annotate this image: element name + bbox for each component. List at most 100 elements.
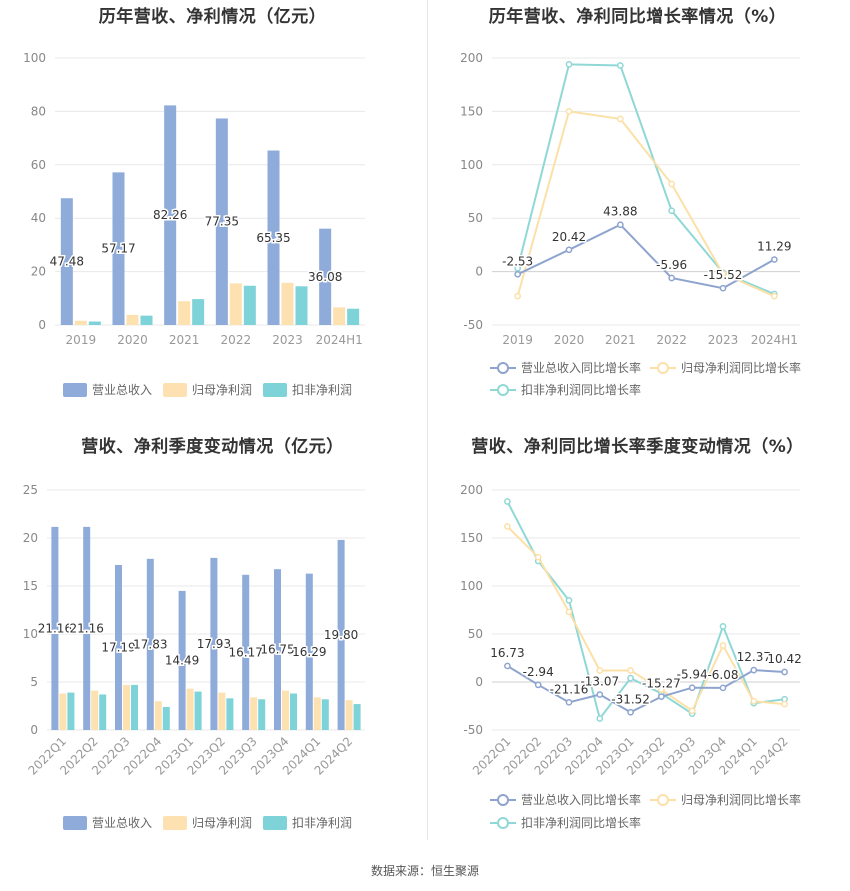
bar [99, 694, 107, 730]
legend-swatch [497, 794, 509, 806]
data-point [596, 715, 604, 722]
bar [305, 573, 313, 730]
data-point [750, 666, 758, 674]
bar [51, 526, 59, 730]
data-label: 12.37 [737, 650, 771, 664]
bar [267, 150, 280, 325]
data-label: -6.08 [707, 668, 738, 682]
legend-swatch [497, 362, 509, 374]
bar [353, 704, 361, 730]
data-point [514, 270, 522, 278]
data-point [565, 597, 573, 604]
bar [140, 315, 153, 325]
data-label: 65.35 [256, 231, 290, 245]
chart-title: 营收、净利同比增长率季度变动情况（%） [471, 437, 804, 457]
x-tick-label: 2023 [272, 333, 303, 347]
data-label: 82.26 [153, 208, 187, 222]
bar [112, 172, 125, 325]
y-tick-label: 100 [460, 158, 483, 172]
data-label: 16.75 [260, 643, 294, 657]
y-tick-label: 80 [31, 104, 46, 118]
data-label: 43.88 [603, 205, 637, 219]
y-tick-label: 150 [460, 531, 483, 545]
data-label: -5.94 [677, 668, 708, 682]
y-tick-label: 40 [31, 211, 46, 225]
data-point [770, 292, 778, 300]
quarterly-growth-panel: 营收、净利同比增长率季度变动情况（%） -50 0 50 100 150 200 16.73… [425, 430, 850, 860]
data-label: 11.29 [757, 240, 791, 254]
chart-title: 历年营收、净利同比增长率情况（%） [488, 7, 787, 27]
bar [229, 283, 242, 325]
data-label: 17.93 [197, 637, 231, 651]
y-tick-label: 0 [38, 318, 46, 332]
data-label: 17.19 [101, 640, 135, 654]
x-tick-label: 2020 [117, 333, 148, 347]
bar [192, 299, 205, 325]
bar [60, 198, 73, 325]
data-point [565, 246, 573, 254]
data-label: 57.17 [101, 242, 135, 256]
y-tick-label: 50 [468, 627, 483, 641]
data-source-note: 数据来源：恒生聚源 [370, 864, 479, 878]
data-label: 17.83 [133, 637, 167, 651]
legend-label: 营业总收入 [92, 383, 152, 397]
data-point [534, 553, 542, 561]
legend-label: 营业总收入 [92, 816, 152, 830]
bar [242, 574, 250, 730]
bar [313, 697, 321, 730]
y-tick-label: -50 [463, 723, 483, 737]
data-point [719, 642, 727, 649]
bar [178, 301, 191, 325]
y-tick-label: 5 [30, 675, 38, 689]
bar [88, 321, 101, 325]
x-tick-label: 2020 [554, 333, 585, 347]
x-tick-label: 2022 [656, 333, 687, 347]
legend-label: 营业总收入同比增长率 [521, 792, 641, 807]
data-label: 10.42 [767, 652, 801, 666]
data-point [627, 674, 634, 682]
y-tick-label: 20 [31, 265, 46, 279]
data-point [658, 693, 665, 701]
y-tick-label: 60 [31, 158, 46, 172]
legend-swatch [497, 817, 509, 829]
legend-swatch [497, 384, 509, 396]
legend-label: 归母净利润同比增长率 [681, 792, 801, 807]
data-label: 16.17 [229, 645, 263, 659]
bar [321, 699, 329, 730]
series-line [516, 63, 775, 295]
data-label: 36.08 [308, 270, 342, 284]
y-tick-label: 25 [23, 483, 38, 497]
data-point [719, 622, 727, 630]
y-tick-label: 0 [30, 723, 38, 737]
bar [345, 700, 353, 730]
bar [215, 118, 228, 326]
legend-swatch [163, 816, 187, 830]
data-point [616, 115, 624, 123]
bar [67, 692, 75, 730]
data-point [750, 697, 758, 705]
data-point [627, 667, 634, 674]
data-point [534, 681, 542, 689]
annual-revenue-profit-panel: 历年营收、净利情况（亿元） 0 20 40 60 80 100 47.48 57.17 82.2… [0, 0, 425, 430]
x-tick-label: 2023 [708, 333, 739, 347]
data-point [719, 684, 727, 692]
bar [164, 105, 177, 325]
bar [226, 698, 234, 730]
data-label: 16.29 [292, 645, 326, 659]
data-label: 21.16 [38, 621, 72, 635]
y-tick-label: 20 [23, 531, 38, 545]
y-tick-label: 200 [460, 483, 483, 497]
data-point [781, 668, 788, 676]
legend-swatch [263, 383, 287, 397]
data-point [668, 207, 676, 215]
data-label: -15.52 [704, 268, 743, 282]
y-tick-label: 50 [468, 211, 483, 225]
bar [218, 692, 226, 730]
y-tick-label: 100 [460, 579, 483, 593]
x-tick-label: 2021 [169, 333, 200, 347]
bar [243, 285, 256, 325]
data-point [719, 284, 727, 292]
data-point [627, 708, 634, 716]
y-tick-label: 0 [475, 265, 483, 279]
